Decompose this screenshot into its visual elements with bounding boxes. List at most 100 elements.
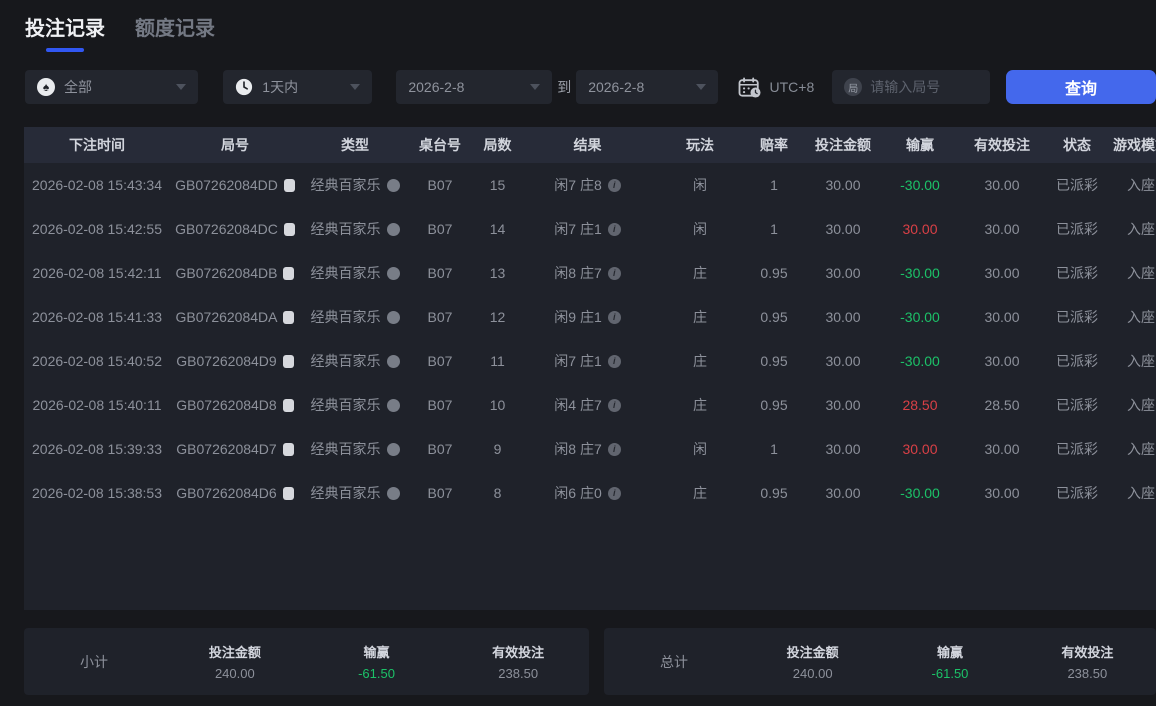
copy-icon[interactable]: [282, 398, 294, 412]
cell-amount: 30.00: [825, 177, 861, 193]
tab-bet-records-label: 投注记录: [25, 18, 105, 40]
time-range-dropdown[interactable]: 1天内: [223, 70, 373, 104]
game-logo-icon: [386, 178, 400, 192]
total-valid-value: 238.50: [1067, 666, 1108, 681]
info-icon[interactable]: i: [607, 442, 621, 456]
cell-odds: 1: [770, 221, 778, 237]
cell-result: 闲8 庄7 i: [525, 439, 650, 459]
cell-odds: 1: [770, 177, 778, 193]
tab-quota-records[interactable]: 额度记录: [135, 12, 215, 52]
chevron-down-icon: [695, 84, 706, 90]
cell-round: 11: [490, 353, 505, 369]
header-table-no: 桌台号: [419, 137, 461, 153]
table-row: 2026-02-08 15:41:33 GB07262084DA 经典百家乐 B07 1…: [24, 295, 1156, 339]
cell-game-type: 经典百家乐: [300, 307, 410, 327]
game-type-dropdown[interactable]: ♠ 全部: [25, 70, 199, 104]
cell-game-type: 经典百家乐: [300, 263, 410, 283]
chevron-down-icon: [176, 84, 187, 90]
subtotal-valid-stat: 有效投注 238.50: [447, 642, 589, 681]
game-logo-icon: [386, 310, 400, 324]
query-button[interactable]: 查询: [1006, 70, 1156, 104]
cell-result: 闲6 庄0 i: [525, 483, 650, 503]
info-icon[interactable]: i: [607, 310, 621, 324]
cell-game-id: GB07262084D6: [170, 485, 300, 501]
filter-bar: ♠ 全部 1天内 2026-2-8 到 2026-2-8: [0, 70, 1156, 104]
cell-play: 闲: [693, 177, 707, 193]
table-row: 2026-02-08 15:42:11 GB07262084DB 经典百家乐 B07 1…: [24, 251, 1156, 295]
cell-odds: 0.95: [760, 397, 788, 413]
cell-round: 10: [489, 397, 506, 413]
cell-game-type: 经典百家乐: [300, 219, 410, 239]
info-icon[interactable]: i: [607, 486, 621, 500]
cell-game-id: GB07262084DB: [170, 265, 300, 281]
cell-amount: 30.00: [825, 309, 861, 325]
date-to-dropdown[interactable]: 2026-2-8: [576, 70, 718, 104]
table-row: 2026-02-08 15:42:55 GB07262084DC 经典百家乐 B07 1…: [24, 207, 1156, 251]
copy-icon[interactable]: [283, 310, 295, 324]
info-icon[interactable]: i: [607, 222, 621, 236]
game-logo-icon: [386, 398, 400, 412]
header-game-type: 类型: [341, 137, 369, 153]
calendar-clock-icon[interactable]: [738, 76, 762, 98]
subtotal-amount-value: 240.00: [214, 666, 255, 681]
date-to-value: 2026-2-8: [588, 79, 645, 95]
cell-bet-time: 2026-02-08 15:42:55: [32, 221, 162, 237]
cell-round: 12: [489, 309, 506, 325]
date-from-value: 2026-2-8: [408, 79, 465, 95]
cell-status: 已派彩: [1056, 441, 1098, 457]
copy-icon[interactable]: [283, 266, 295, 280]
cell-status: 已派彩: [1056, 265, 1098, 281]
cell-play: 庄: [693, 397, 707, 413]
cell-valid-bet: 30.00: [984, 309, 1020, 325]
time-range-value: 1天内: [262, 79, 299, 95]
clock-icon: [235, 78, 253, 96]
date-from-dropdown[interactable]: 2026-2-8: [396, 70, 553, 104]
info-icon[interactable]: i: [607, 266, 621, 280]
cell-odds: 0.95: [760, 309, 788, 325]
copy-icon[interactable]: [283, 222, 295, 236]
copy-icon[interactable]: [282, 486, 294, 500]
header-valid-bet: 有效投注: [974, 137, 1030, 153]
cell-win-loss: -30.00: [900, 353, 940, 369]
subtotal-winloss-stat: 输赢 -61.50: [306, 642, 448, 681]
cell-round: 9: [493, 441, 502, 457]
cell-game-id: GB07262084D9: [170, 353, 300, 369]
cell-status: 已派彩: [1056, 221, 1098, 237]
cell-amount: 30.00: [825, 221, 861, 237]
tab-bet-records[interactable]: 投注记录: [25, 12, 105, 52]
header-amount: 投注金额: [815, 137, 871, 153]
cell-result: 闲9 庄1 i: [525, 307, 650, 327]
cell-amount: 30.00: [825, 441, 861, 457]
info-icon[interactable]: i: [607, 178, 621, 192]
header-game-mode: 游戏模式: [1113, 137, 1156, 153]
cell-result: 闲7 庄8 i: [525, 175, 650, 195]
copy-icon[interactable]: [282, 442, 294, 456]
cell-valid-bet: 30.00: [984, 221, 1020, 237]
game-logo-icon: [386, 442, 400, 456]
cell-valid-bet: 30.00: [984, 485, 1020, 501]
cell-mode: 入座: [1127, 177, 1155, 193]
game-no-input[interactable]: [870, 79, 979, 95]
game-no-search-box: 局: [832, 70, 991, 104]
cell-mode: 入座: [1127, 485, 1155, 501]
game-logo-icon: [386, 486, 400, 500]
bet-records-table: 下注时间 局号 类型 桌台号 局数 结果 玩法 赔率 投注金额 输赢 有效投注 …: [24, 127, 1156, 610]
cell-round: 14: [489, 221, 506, 237]
cell-play: 庄: [693, 309, 707, 325]
info-icon[interactable]: i: [607, 398, 621, 412]
cell-mode: 入座: [1127, 353, 1155, 369]
chevron-down-icon: [350, 84, 361, 90]
cell-odds: 0.95: [760, 485, 788, 501]
cell-valid-bet: 30.00: [984, 177, 1020, 193]
table-row: 2026-02-08 15:40:11 GB07262084D8 经典百家乐 B07 1…: [24, 383, 1156, 427]
cell-mode: 入座: [1127, 441, 1155, 457]
cell-game-id: GB07262084DA: [170, 309, 300, 325]
cell-win-loss: 30.00: [902, 441, 938, 457]
cell-play: 庄: [693, 265, 707, 281]
info-icon[interactable]: i: [607, 354, 621, 368]
copy-icon[interactable]: [282, 354, 294, 368]
table-body: 2026-02-08 15:43:34 GB07262084DD 经典百家乐 B07 1…: [24, 163, 1156, 515]
copy-icon[interactable]: [283, 178, 295, 192]
table-row: 2026-02-08 15:38:53 GB07262084D6 经典百家乐 B07 8…: [24, 471, 1156, 515]
cell-game-type: 经典百家乐: [300, 395, 410, 415]
